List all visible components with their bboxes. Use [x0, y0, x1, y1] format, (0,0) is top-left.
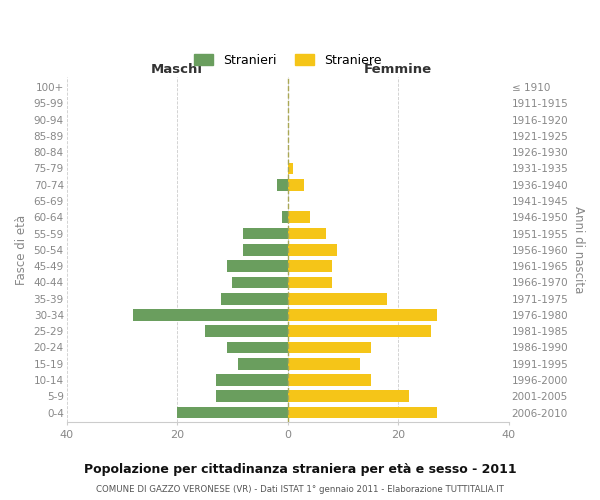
- Bar: [221, 293, 287, 304]
- Bar: [205, 326, 287, 337]
- Bar: [238, 358, 287, 370]
- Y-axis label: Anni di nascita: Anni di nascita: [572, 206, 585, 294]
- Bar: [277, 179, 287, 190]
- Text: Maschi: Maschi: [151, 64, 203, 76]
- Bar: [232, 276, 287, 288]
- Bar: [287, 179, 304, 190]
- Bar: [287, 244, 337, 256]
- Bar: [287, 406, 437, 418]
- Bar: [216, 390, 287, 402]
- Bar: [287, 374, 371, 386]
- Bar: [287, 162, 293, 174]
- Bar: [177, 406, 287, 418]
- Bar: [287, 326, 431, 337]
- Text: Femmine: Femmine: [364, 64, 433, 76]
- Bar: [133, 309, 287, 321]
- Text: Popolazione per cittadinanza straniera per età e sesso - 2011: Popolazione per cittadinanza straniera p…: [83, 462, 517, 475]
- Bar: [287, 309, 437, 321]
- Bar: [244, 228, 287, 239]
- Legend: Stranieri, Straniere: Stranieri, Straniere: [189, 49, 386, 72]
- Bar: [287, 358, 359, 370]
- Bar: [216, 374, 287, 386]
- Bar: [227, 342, 287, 353]
- Bar: [244, 244, 287, 256]
- Bar: [287, 390, 409, 402]
- Bar: [287, 293, 387, 304]
- Bar: [282, 212, 287, 223]
- Bar: [227, 260, 287, 272]
- Bar: [287, 276, 332, 288]
- Bar: [287, 212, 310, 223]
- Bar: [287, 260, 332, 272]
- Bar: [287, 342, 371, 353]
- Bar: [287, 228, 326, 239]
- Text: COMUNE DI GAZZO VERONESE (VR) - Dati ISTAT 1° gennaio 2011 - Elaborazione TUTTIT: COMUNE DI GAZZO VERONESE (VR) - Dati IST…: [96, 485, 504, 494]
- Y-axis label: Fasce di età: Fasce di età: [15, 214, 28, 285]
